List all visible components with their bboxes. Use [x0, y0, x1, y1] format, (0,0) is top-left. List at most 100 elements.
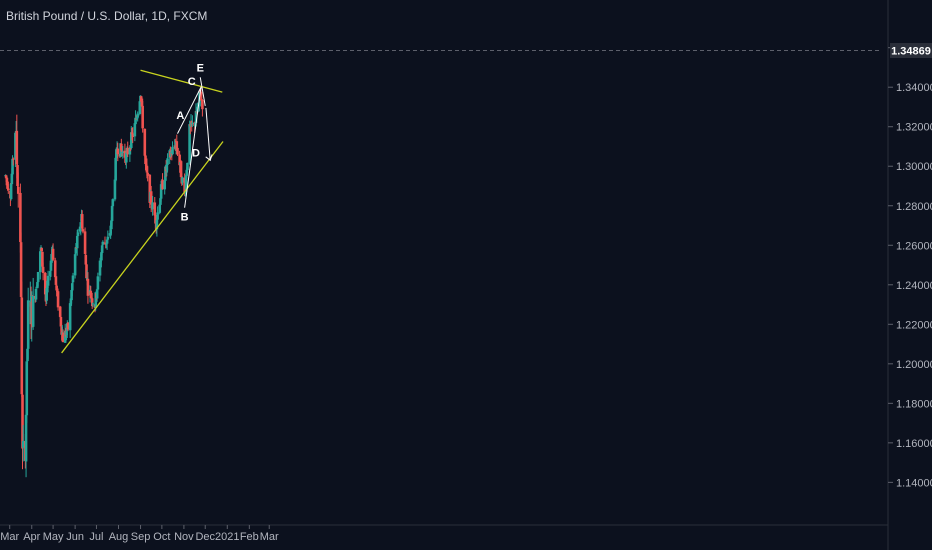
candle-body	[136, 113, 139, 118]
candle	[19, 232, 23, 307]
trendline-lower[interactable]	[61, 141, 224, 354]
candle-body	[133, 123, 137, 137]
candle-body	[100, 252, 103, 261]
candle	[115, 141, 119, 150]
candle-body	[105, 243, 108, 245]
candle-body	[105, 239, 109, 244]
candle-body	[158, 204, 162, 213]
candle-body	[19, 192, 22, 243]
candle	[141, 98, 144, 133]
candle	[120, 138, 123, 152]
candle-body	[80, 214, 84, 229]
candle	[21, 425, 25, 462]
candle-body	[36, 282, 39, 287]
candle-body	[25, 361, 29, 416]
candle-body	[166, 158, 169, 165]
candlestick-series	[4, 86, 204, 478]
time-tick-label: Sep	[131, 531, 151, 543]
candle	[101, 240, 105, 251]
time-tick-label: May	[43, 531, 64, 543]
candle-body	[78, 226, 82, 232]
candle	[71, 272, 75, 285]
trendline-upper[interactable]	[140, 69, 223, 93]
wave-line-b-d-e[interactable]	[184, 87, 202, 208]
candle-body	[164, 166, 167, 181]
time-tick-label: 2021	[215, 531, 239, 543]
candle-body	[56, 291, 60, 308]
candle	[79, 219, 83, 236]
candle-body	[135, 116, 139, 119]
wave-label-d: D	[192, 147, 200, 159]
price-tick-label: 1.28000	[896, 201, 932, 213]
candle-body	[146, 172, 149, 176]
candle-body	[90, 297, 93, 299]
wave-label-c: C	[188, 76, 196, 88]
candle	[115, 147, 118, 165]
candle-body	[31, 295, 35, 327]
candle-body	[130, 132, 134, 134]
candle-body	[129, 132, 133, 148]
candle-body	[110, 205, 114, 222]
current-price-tag: 1.34869	[890, 43, 932, 58]
candle-body	[46, 275, 50, 286]
candle	[143, 128, 147, 157]
candle-body	[71, 275, 75, 283]
candle-body	[115, 147, 119, 149]
candle	[165, 163, 169, 177]
candle-body	[41, 251, 44, 267]
current-price-value: 1.34869	[891, 46, 931, 58]
candle	[45, 280, 48, 305]
candle	[53, 257, 57, 278]
candle-body	[159, 184, 163, 199]
candle-body	[153, 202, 157, 216]
candle-body	[5, 178, 9, 182]
candle-body	[96, 276, 100, 290]
candle-body	[49, 260, 53, 271]
chart-title: British Pound / U.S. Dollar, 1D, FXCM	[6, 9, 207, 23]
candle-body	[99, 260, 103, 262]
candle	[19, 183, 22, 253]
candle-body	[184, 175, 188, 192]
candle-body	[109, 229, 112, 234]
candle-body	[178, 154, 181, 166]
candle-body	[69, 301, 73, 304]
candle-body	[55, 285, 58, 291]
wave-line-a-c-e[interactable]	[177, 86, 202, 134]
candle	[14, 132, 17, 168]
candle-body	[106, 236, 110, 240]
projection-arrow-shaft[interactable]	[205, 107, 211, 161]
candle-body	[9, 183, 13, 200]
candle	[111, 198, 115, 210]
wave-line-e-drop[interactable]	[199, 77, 206, 107]
candle	[148, 174, 152, 209]
candle-body	[125, 152, 128, 163]
projection-arrow-head	[205, 154, 213, 162]
candle-body	[46, 285, 49, 289]
candle	[155, 216, 159, 237]
candle-body	[95, 289, 99, 299]
price-tick-label: 1.32000	[896, 122, 932, 134]
time-axis[interactable]: Mar Apr May Jun Jul Aug Sep Oct Nov Dec 2021 Feb Mar	[0, 525, 279, 543]
candle-body	[79, 222, 83, 228]
candle	[159, 181, 163, 202]
candle-body	[138, 101, 142, 114]
candle-body	[65, 331, 68, 336]
candle-body	[84, 254, 88, 265]
candle-body	[70, 290, 73, 301]
candle-body	[115, 149, 118, 159]
candle-body	[66, 322, 70, 330]
candle	[146, 166, 149, 182]
candle-body	[191, 122, 194, 125]
candle	[89, 285, 93, 299]
candle	[56, 288, 60, 311]
candle-body	[183, 177, 186, 193]
candle	[106, 230, 110, 241]
candle-body	[20, 297, 24, 395]
candle	[134, 110, 137, 126]
candle-body	[94, 292, 98, 308]
candle	[55, 283, 58, 297]
candle-body	[140, 101, 144, 107]
candle	[46, 270, 50, 293]
candle	[90, 292, 94, 309]
candle-body	[16, 165, 19, 187]
